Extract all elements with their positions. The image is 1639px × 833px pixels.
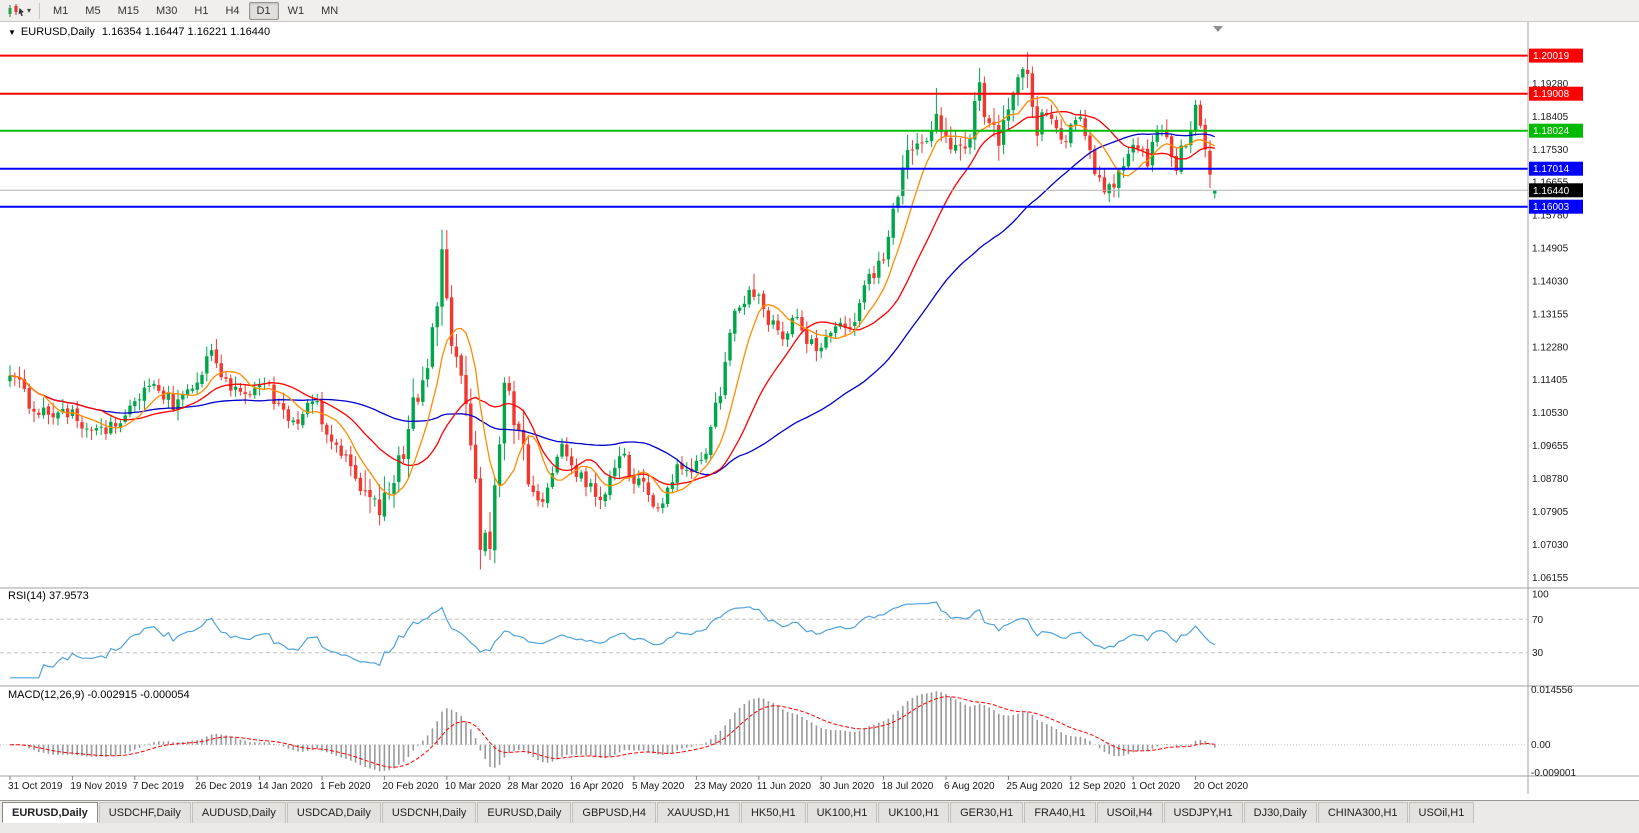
top-toolbar: ▾ M1 M5 M15 M30 H1 H4 D1 W1 MN (0, 0, 1639, 22)
chart-tab-uk100-h1[interactable]: UK100,H1 (806, 802, 878, 823)
timeframe-button-m30[interactable]: M30 (155, 4, 178, 17)
chart-tab-audusd-daily[interactable]: AUDUSD,Daily (191, 802, 286, 823)
chart-collapse-icon[interactable]: ▼ (8, 27, 16, 37)
chart-tab-xauusd-h1[interactable]: XAUUSD,H1 (656, 802, 740, 823)
chart-type-button[interactable]: ▾ (4, 3, 34, 19)
timeframe-button-h1[interactable]: H1 (194, 4, 209, 17)
timeframe-button-mn[interactable]: MN (321, 4, 339, 17)
chart-tab-usoil-h1[interactable]: USOil,H1 (1408, 802, 1475, 823)
chart-tab-gbpusd-h4[interactable]: GBPUSD,H4 (572, 802, 656, 823)
chart-tab-usdjpy-h1[interactable]: USDJPY,H1 (1163, 802, 1243, 823)
timeframe-button-m15[interactable]: M15 (117, 4, 139, 17)
chart-tab-uk100-h1[interactable]: UK100,H1 (878, 802, 950, 823)
rsi-indicator-label: RSI(14) 37.9573 (8, 590, 89, 602)
chevron-down-icon: ▾ (27, 6, 32, 15)
timeframe-buttons: M1 M5 M15 M30 H1 H4 D1 W1 MN (45, 1, 346, 20)
chart-tab-bar: EURUSD,Daily USDCHF,Daily AUDUSD,Daily USDC… (0, 800, 1639, 833)
timeframe-button-m5[interactable]: M5 (85, 4, 101, 17)
timeframe-button-m1[interactable]: M1 (53, 4, 69, 17)
chart-tab-hk50-h1[interactable]: HK50,H1 (740, 802, 806, 823)
chart-ohlc-values: 1.16354 1.16447 1.16221 1.16440 (101, 26, 271, 38)
chart-tab-usdcnh-daily[interactable]: USDCNH,Daily (381, 802, 477, 823)
chart-tab-usdcad-daily[interactable]: USDCAD,Daily (286, 802, 381, 823)
chart-tab-fra40-h1[interactable]: FRA40,H1 (1024, 802, 1096, 823)
chart-canvas[interactable] (0, 22, 1639, 800)
chart-tab-ger30-h1[interactable]: GER30,H1 (950, 802, 1024, 823)
timeframe-button-w1[interactable]: W1 (287, 4, 305, 17)
timeframe-button-d1[interactable]: D1 (248, 1, 279, 20)
chart-tab-usoil-h4[interactable]: USOil,H4 (1096, 802, 1163, 823)
macd-indicator-label: MACD(12,26,9) -0.002915 -0.000054 (8, 689, 190, 701)
toolbar-separator (39, 2, 41, 19)
candlestick-chart-icon (8, 3, 24, 17)
chart-tab-china300-h1[interactable]: CHINA300,H1 (1317, 802, 1408, 823)
chart-tab-eurusd-daily[interactable]: EURUSD,Daily (2, 802, 98, 823)
chart-header: ▼ EURUSD,Daily 1.16354 1.16447 1.16221 1… (8, 26, 270, 38)
timeframe-button-h4[interactable]: H4 (225, 4, 240, 17)
chart-tab-eurusd-daily[interactable]: EURUSD,Daily (477, 802, 572, 823)
chart-tab-dj30-daily[interactable]: DJ30,Daily (1243, 802, 1317, 823)
chart-symbol-title: EURUSD,Daily (20, 26, 95, 38)
chart-tab-usdchf-daily[interactable]: USDCHF,Daily (98, 802, 191, 823)
